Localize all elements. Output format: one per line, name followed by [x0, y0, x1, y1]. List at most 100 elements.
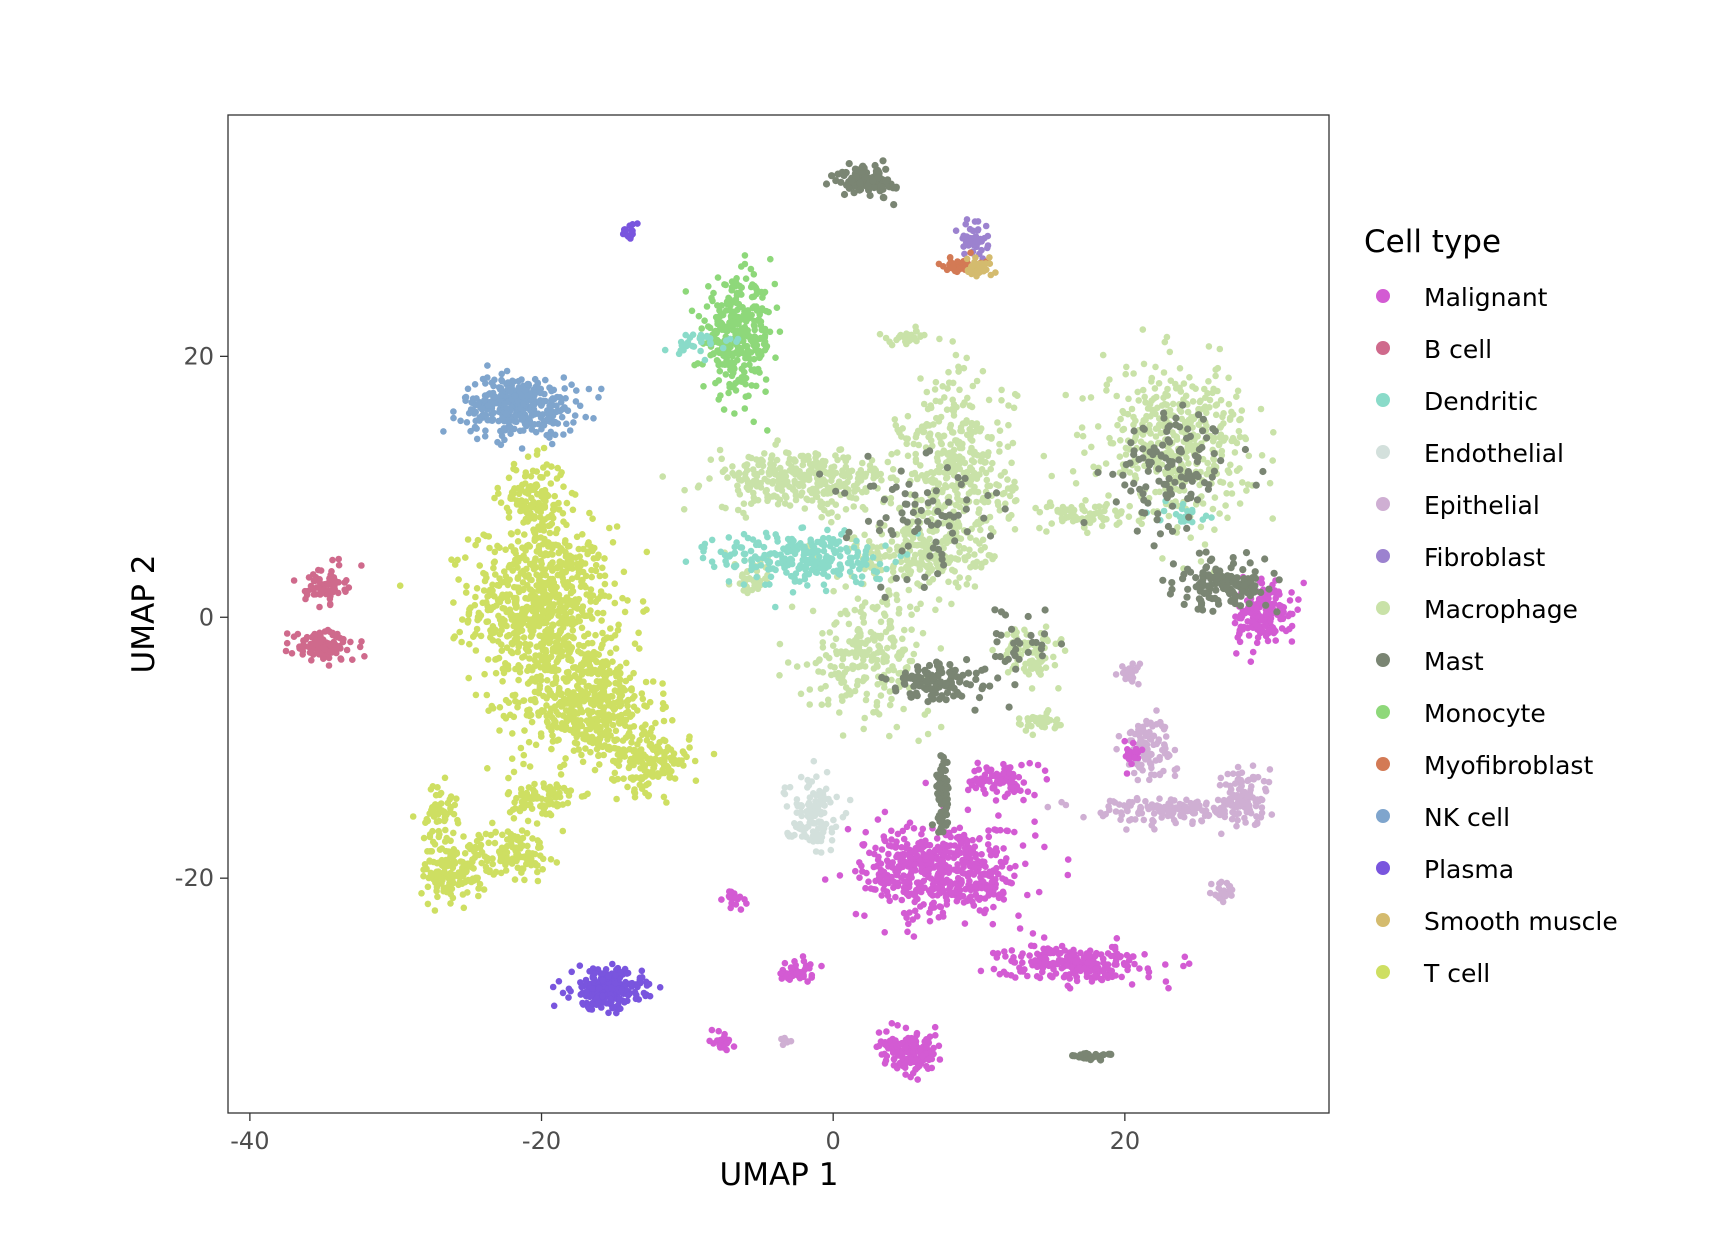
- data-point: [843, 665, 851, 673]
- data-point: [1103, 515, 1110, 523]
- data-point: [781, 500, 789, 507]
- data-point: [1209, 505, 1217, 513]
- data-point: [868, 657, 875, 664]
- data-point: [1211, 434, 1218, 442]
- data-point: [545, 785, 553, 792]
- data-point: [559, 624, 567, 631]
- data-point: [1165, 512, 1173, 520]
- data-point: [587, 586, 595, 593]
- data-point: [475, 892, 482, 900]
- data-point: [744, 350, 752, 358]
- data-point: [1270, 429, 1277, 436]
- data-point: [570, 419, 577, 426]
- data-point: [484, 606, 492, 614]
- data-point: [459, 616, 466, 623]
- data-point: [554, 666, 562, 674]
- data-point: [524, 647, 531, 654]
- data-point: [582, 651, 589, 659]
- data-point: [648, 770, 656, 777]
- data-point: [704, 323, 712, 330]
- data-point: [1212, 402, 1220, 409]
- data-point: [931, 386, 939, 393]
- data-point: [1099, 351, 1107, 359]
- data-point: [554, 802, 562, 809]
- data-point: [520, 552, 527, 560]
- data-point: [895, 655, 903, 662]
- data-point: [887, 499, 895, 507]
- data-point: [578, 731, 586, 738]
- data-point: [592, 631, 599, 639]
- data-point: [472, 541, 479, 549]
- data-point: [969, 472, 976, 480]
- data-point: [552, 679, 559, 687]
- data-point: [542, 810, 550, 818]
- data-point: [542, 497, 549, 505]
- data-point: [835, 478, 843, 486]
- data-point: [635, 758, 642, 765]
- data-point: [555, 506, 563, 513]
- data-point: [769, 480, 776, 487]
- data-point: [303, 591, 311, 599]
- data-point: [565, 707, 573, 714]
- data-point: [613, 523, 621, 530]
- data-point: [497, 384, 505, 392]
- data-point: [636, 645, 643, 652]
- data-point: [499, 831, 506, 839]
- data-point: [516, 845, 524, 852]
- data-point: [562, 755, 569, 762]
- data-point: [741, 252, 749, 259]
- data-point: [497, 392, 505, 399]
- data-point: [583, 612, 591, 619]
- data-point: [525, 571, 532, 579]
- data-point: [751, 497, 758, 505]
- data-point: [465, 611, 473, 618]
- data-point: [605, 593, 613, 600]
- data-point: [857, 467, 865, 474]
- data-point: [605, 680, 613, 687]
- data-point: [580, 678, 587, 685]
- data-point: [580, 545, 587, 553]
- data-point: [601, 572, 609, 579]
- data-point: [512, 466, 520, 474]
- data-point: [496, 575, 503, 582]
- data-point: [533, 548, 541, 555]
- data-point: [899, 528, 907, 535]
- data-point: [609, 658, 616, 665]
- data-point: [761, 450, 768, 457]
- data-point: [639, 598, 647, 605]
- data-point: [532, 555, 539, 562]
- data-point: [496, 727, 503, 734]
- data-point: [889, 568, 897, 576]
- data-point: [976, 540, 983, 547]
- data-point: [593, 658, 600, 666]
- data-point: [356, 643, 364, 651]
- data-point: [586, 662, 594, 670]
- data-point: [762, 388, 769, 396]
- data-point: [616, 756, 623, 764]
- data-point: [462, 554, 469, 561]
- data-point: [842, 648, 850, 655]
- data-point: [631, 793, 639, 801]
- data-point: [506, 561, 514, 569]
- data-point: [609, 539, 617, 546]
- data-point: [759, 294, 766, 301]
- data-point: [511, 392, 519, 400]
- data-point: [491, 839, 499, 847]
- data-point: [866, 462, 874, 469]
- data-point: [624, 783, 631, 791]
- data-point: [553, 658, 561, 666]
- data-point: [518, 865, 526, 872]
- data-point: [585, 385, 593, 393]
- data-point: [587, 607, 594, 614]
- data-point: [441, 864, 448, 871]
- data-point: [540, 638, 548, 645]
- data-point: [859, 614, 867, 621]
- data-point: [911, 551, 919, 559]
- data-point: [1036, 524, 1043, 532]
- data-point: [539, 540, 547, 548]
- data-point: [337, 656, 345, 663]
- data-point: [570, 729, 578, 737]
- data-point: [464, 536, 472, 543]
- data-point: [524, 380, 531, 388]
- data-point: [1184, 408, 1192, 416]
